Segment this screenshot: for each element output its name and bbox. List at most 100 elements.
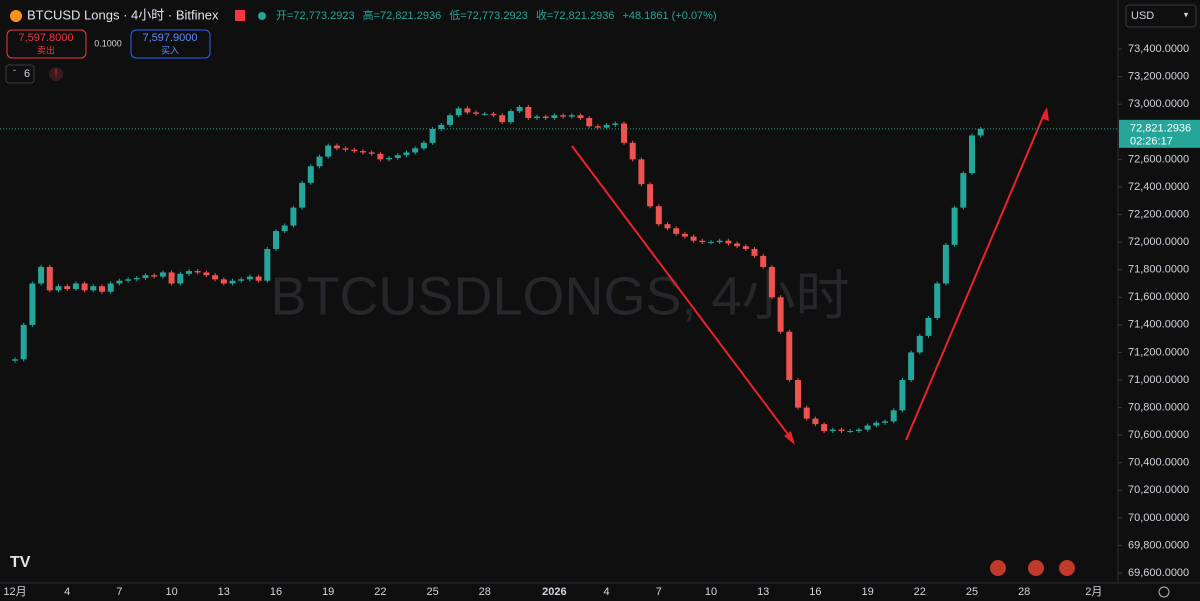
settings-icon[interactable] bbox=[1158, 586, 1170, 598]
candle-body bbox=[360, 151, 366, 153]
candle-body bbox=[194, 271, 201, 273]
candle-body bbox=[203, 272, 210, 276]
candle-body bbox=[742, 246, 749, 249]
y-tick-label: 69,800.0000 bbox=[1128, 539, 1189, 551]
candle-body bbox=[612, 123, 619, 125]
candle-body bbox=[534, 116, 540, 118]
x-tick-label: 19 bbox=[322, 586, 334, 598]
collapse-icon: ˇ bbox=[13, 68, 16, 78]
candle-body bbox=[499, 115, 506, 123]
candle-body bbox=[551, 115, 558, 118]
buy-price: 7,597.9000 bbox=[142, 32, 197, 44]
x-tick-label: 4 bbox=[64, 586, 70, 598]
sell-button[interactable] bbox=[6, 29, 87, 59]
x-tick-label: 13 bbox=[218, 586, 230, 598]
candle-body bbox=[316, 156, 323, 167]
candle-body bbox=[925, 317, 932, 336]
candle-body bbox=[46, 266, 53, 291]
watermark: BTCUSDLONGS, 4小时 bbox=[270, 266, 849, 326]
flag-icon bbox=[235, 10, 245, 21]
candle-body bbox=[12, 359, 18, 361]
candle-body bbox=[368, 152, 375, 154]
candle-body bbox=[412, 148, 419, 153]
alert-icon[interactable] bbox=[49, 67, 63, 81]
candle-body bbox=[229, 280, 236, 284]
y-tick-label: 72,200.0000 bbox=[1128, 208, 1189, 220]
candle-body bbox=[290, 207, 297, 226]
x-tick-label: 16 bbox=[809, 586, 821, 598]
last-price-label: 72,821.2936 bbox=[1130, 123, 1191, 135]
candle-body bbox=[934, 283, 941, 318]
candle-body bbox=[855, 429, 862, 432]
candle-body bbox=[20, 324, 27, 360]
x-tick-label: 19 bbox=[861, 586, 873, 598]
candle-body bbox=[264, 248, 271, 281]
candle-body bbox=[72, 283, 79, 289]
x-tick-label: 16 bbox=[270, 586, 282, 598]
candle-body bbox=[795, 380, 801, 408]
symbol-icon bbox=[10, 10, 22, 22]
candle-body bbox=[212, 275, 219, 280]
y-tick-label: 72,600.0000 bbox=[1128, 153, 1189, 165]
candle-body bbox=[125, 279, 132, 281]
candle-body bbox=[647, 184, 654, 207]
candle-body bbox=[273, 231, 279, 249]
candle-body bbox=[977, 128, 984, 136]
candle-body bbox=[916, 335, 923, 353]
sell-label: 卖出 bbox=[37, 44, 55, 55]
candle-body bbox=[238, 279, 245, 281]
candle-body bbox=[464, 108, 471, 113]
arrow-head bbox=[784, 431, 795, 445]
candle-body bbox=[255, 276, 262, 281]
candle-body bbox=[716, 240, 723, 243]
event-icon[interactable] bbox=[1059, 560, 1075, 576]
candle-body bbox=[107, 283, 114, 292]
y-tick-label: 73,400.0000 bbox=[1128, 43, 1189, 55]
y-tick-label: 70,200.0000 bbox=[1128, 484, 1189, 496]
candle-body bbox=[655, 206, 662, 225]
candle-body bbox=[333, 145, 340, 149]
candle-body bbox=[481, 113, 488, 115]
candle-body bbox=[246, 276, 253, 280]
candle-body bbox=[81, 283, 88, 291]
alert-mark: ! bbox=[55, 69, 58, 80]
y-tick-label: 71,600.0000 bbox=[1128, 291, 1189, 303]
candle-body bbox=[882, 421, 888, 423]
candle-body bbox=[281, 225, 288, 232]
candle-body bbox=[629, 142, 636, 160]
y-tick-label: 70,000.0000 bbox=[1128, 512, 1189, 524]
candle-body bbox=[377, 153, 384, 160]
candle-body bbox=[429, 129, 436, 143]
candle-body bbox=[151, 275, 158, 277]
arrow-head bbox=[1041, 107, 1049, 121]
x-tick-label: 10 bbox=[165, 586, 177, 598]
event-icon[interactable] bbox=[1028, 560, 1044, 576]
x-tick-label: 28 bbox=[479, 586, 491, 598]
dropdown-icon: ▾ bbox=[1184, 9, 1189, 19]
candle-body bbox=[673, 228, 680, 234]
y-tick-label: 69,600.0000 bbox=[1128, 567, 1189, 579]
indicator-count: 6 bbox=[24, 68, 30, 80]
sell-price: 7,597.8000 bbox=[18, 32, 73, 44]
candle-body bbox=[751, 248, 758, 256]
buy-button[interactable] bbox=[130, 29, 211, 59]
candle-body bbox=[708, 242, 714, 244]
candle-body bbox=[951, 207, 958, 245]
currency-select[interactable] bbox=[1125, 4, 1197, 28]
event-icon[interactable] bbox=[990, 560, 1006, 576]
indicator-toggle[interactable] bbox=[5, 64, 35, 84]
candle-body bbox=[803, 407, 810, 419]
candle-body bbox=[133, 277, 140, 280]
candle-body bbox=[681, 233, 688, 237]
currency: USD bbox=[1131, 10, 1154, 22]
candle-body bbox=[586, 117, 593, 127]
candle-body bbox=[621, 123, 627, 143]
candle-body bbox=[473, 112, 480, 114]
candle-body bbox=[603, 124, 610, 128]
x-tick-label: 22 bbox=[374, 586, 386, 598]
candle-body bbox=[516, 106, 523, 112]
candle-body bbox=[99, 286, 105, 292]
